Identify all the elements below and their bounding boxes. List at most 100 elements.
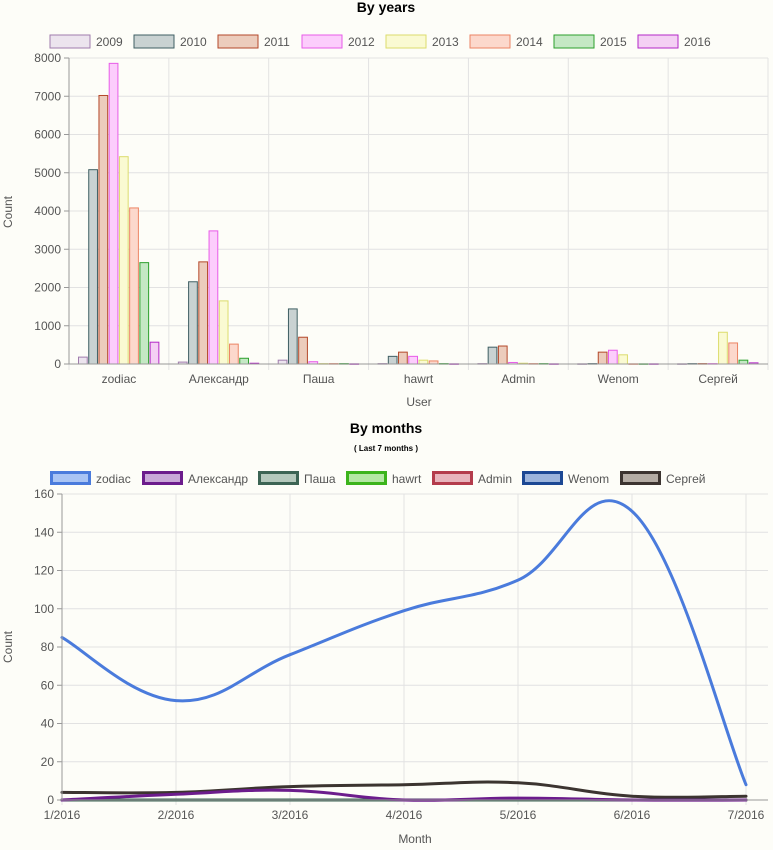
legend-item-2014[interactable]: 2014 bbox=[469, 34, 543, 49]
y-tick-label: 7000 bbox=[34, 89, 61, 103]
bar-александр-2012[interactable] bbox=[208, 230, 219, 365]
y-tick-label: 4000 bbox=[34, 204, 61, 218]
legend-label: 2013 bbox=[432, 35, 459, 49]
bar-hawrt-2010[interactable] bbox=[387, 355, 398, 365]
x-tick-label: 4/2016 bbox=[386, 808, 423, 822]
x-tick-label: 2/2016 bbox=[158, 808, 195, 822]
bar-паша-2010[interactable] bbox=[287, 308, 298, 365]
legend-item-2010[interactable]: 2010 bbox=[133, 34, 207, 49]
legend-item-2013[interactable]: 2013 bbox=[385, 34, 459, 49]
legend-item-admin[interactable]: Admin bbox=[432, 471, 513, 486]
legend-swatch bbox=[133, 34, 175, 49]
grid bbox=[61, 493, 768, 805]
bar-zodiac-2010[interactable] bbox=[88, 169, 98, 365]
y-tick-label: 8000 bbox=[34, 51, 61, 65]
y-tick-label: 80 bbox=[41, 640, 55, 654]
bar-zodiac-2011[interactable] bbox=[98, 94, 109, 365]
bar-zodiac-2016[interactable] bbox=[149, 341, 160, 365]
legend-label: hawrt bbox=[392, 472, 422, 486]
legend-item-2009[interactable]: 2009 bbox=[49, 34, 123, 49]
y-axis-label: Count bbox=[1, 630, 15, 663]
legend-label: Сергей bbox=[666, 472, 706, 486]
legend-label: 2012 bbox=[348, 35, 375, 49]
bar-паша-2009[interactable] bbox=[277, 359, 288, 365]
y-tick-label: 1000 bbox=[34, 319, 61, 333]
bar-александр-2014[interactable] bbox=[229, 343, 239, 365]
bar-zodiac-2014[interactable] bbox=[129, 207, 139, 365]
series-line-zodiac[interactable] bbox=[60, 499, 748, 787]
x-axis-label: User bbox=[406, 395, 431, 409]
bar-admin-2010[interactable] bbox=[487, 346, 498, 365]
bar-hawrt-2013[interactable] bbox=[418, 359, 429, 365]
legend-swatch bbox=[469, 34, 511, 49]
bar-сергей-2015[interactable] bbox=[738, 359, 749, 365]
by-months-chart: By months ( Last 7 months ) zodiac Алекса… bbox=[1, 420, 768, 846]
x-tick-label: 1/2016 bbox=[44, 808, 81, 822]
bar-zodiac-2009[interactable] bbox=[78, 356, 88, 365]
bar-александр-2013[interactable] bbox=[218, 300, 229, 365]
x-tick-label: hawrt bbox=[404, 372, 434, 386]
bar-hawrt-2011[interactable] bbox=[398, 351, 408, 365]
legend-label: Wenom bbox=[568, 472, 609, 486]
legend-item-wenom[interactable]: Wenom bbox=[522, 471, 610, 486]
grid bbox=[68, 57, 769, 370]
legend: 2009 2010 2011 2012 2013 2014 2015 2016 bbox=[49, 34, 711, 49]
y-tick-label: 140 bbox=[34, 525, 54, 539]
chart-title: By years bbox=[357, 0, 416, 15]
bar-александр-2010[interactable] bbox=[188, 281, 198, 365]
bars bbox=[78, 62, 759, 365]
legend-label: 2014 bbox=[516, 35, 543, 49]
legend-label: 2016 bbox=[684, 35, 711, 49]
bar-wenom-2013[interactable] bbox=[618, 354, 628, 365]
bar-wenom-2012[interactable] bbox=[607, 349, 618, 365]
x-tick-label: 6/2016 bbox=[614, 808, 651, 822]
legend-swatch bbox=[522, 471, 563, 485]
bar-александр-2015[interactable] bbox=[239, 357, 249, 365]
legend-label: 2009 bbox=[96, 35, 123, 49]
bar-wenom-2011[interactable] bbox=[597, 351, 608, 365]
x-tick-label: 3/2016 bbox=[272, 808, 309, 822]
legend-label: Паша bbox=[304, 472, 336, 486]
bar-zodiac-2015[interactable] bbox=[139, 262, 150, 365]
legend-label: 2015 bbox=[600, 35, 627, 49]
legend-item-сергей[interactable]: Сергей bbox=[620, 471, 706, 486]
legend-label: 2011 bbox=[264, 35, 290, 49]
y-tick-label: 5000 bbox=[34, 166, 61, 180]
bar-zodiac-2013[interactable] bbox=[118, 156, 129, 365]
legend-item-александр[interactable]: Александр bbox=[142, 471, 249, 486]
series-line-сергей[interactable] bbox=[60, 780, 748, 799]
legend-swatch bbox=[301, 34, 343, 49]
legend-label: zodiac bbox=[96, 472, 131, 486]
bar-александр-2011[interactable] bbox=[198, 261, 209, 365]
bar-сергей-2013[interactable] bbox=[718, 331, 728, 365]
x-tick-label: Wenom bbox=[598, 372, 639, 386]
legend-swatch bbox=[553, 34, 595, 49]
y-tick-label: 2000 bbox=[34, 281, 61, 295]
legend-item-2016[interactable]: 2016 bbox=[637, 34, 711, 49]
y-tick-label: 40 bbox=[41, 717, 55, 731]
legend-item-паша[interactable]: Паша bbox=[258, 471, 336, 486]
bar-zodiac-2012[interactable] bbox=[108, 62, 119, 365]
chart-title: By months bbox=[350, 420, 423, 436]
legend-item-hawrt[interactable]: hawrt bbox=[346, 471, 423, 486]
bar-hawrt-2012[interactable] bbox=[408, 355, 418, 365]
legend-item-zodiac[interactable]: zodiac bbox=[50, 471, 131, 486]
legend-item-2012[interactable]: 2012 bbox=[301, 34, 375, 49]
legend-swatch bbox=[258, 471, 299, 485]
y-tick-label: 100 bbox=[34, 602, 54, 616]
legend-label: Александр bbox=[188, 472, 248, 486]
y-tick-label: 20 bbox=[41, 755, 55, 769]
y-axis-label: Count bbox=[1, 195, 15, 228]
x-tick-label: Admin bbox=[501, 372, 535, 386]
legend: zodiac Александр Паша hawrt Admin Wenom Сергей bbox=[50, 471, 706, 486]
legend-label: Admin bbox=[478, 472, 512, 486]
bar-admin-2011[interactable] bbox=[497, 345, 508, 365]
axes: 0 20 40 60 80 100 120 140 160 1/2016 2/2016 3/2016 4… bbox=[34, 487, 768, 822]
legend-swatch bbox=[217, 34, 259, 49]
bar-сергей-2014[interactable] bbox=[728, 342, 739, 365]
legend-item-2011[interactable]: 2011 bbox=[217, 34, 290, 49]
by-years-chart: By years 2009 2010 2011 2012 2013 2014 2015 201… bbox=[1, 0, 769, 409]
legend-item-2015[interactable]: 2015 bbox=[553, 34, 627, 49]
bar-паша-2011[interactable] bbox=[298, 336, 308, 365]
